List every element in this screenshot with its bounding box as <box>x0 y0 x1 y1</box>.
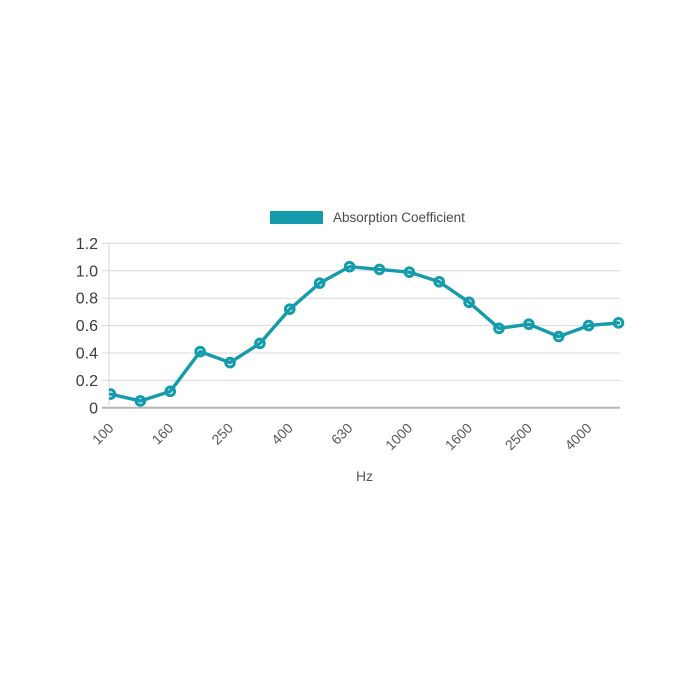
y-tick-label: 1.2 <box>76 236 98 253</box>
x-tick-label: 160 <box>149 420 177 448</box>
x-tick-label: 400 <box>268 420 296 448</box>
y-tick-label: 0.2 <box>76 373 98 390</box>
legend-item-absorption-coefficient[interactable]: Absorption Coefficient <box>270 210 465 225</box>
y-tick-label: 0.8 <box>76 291 98 308</box>
x-tick-label: 100 <box>89 420 117 448</box>
y-tick-label: 0.6 <box>76 318 98 335</box>
legend-swatch <box>270 211 323 224</box>
x-tick-label: 1000 <box>382 420 415 453</box>
x-tick-label: 1600 <box>442 420 475 453</box>
y-tick-label: 0 <box>89 400 98 417</box>
series-line <box>108 264 621 403</box>
x-tick-label: 4000 <box>561 420 594 453</box>
legend-label: Absorption Coefficient <box>333 210 465 225</box>
x-axis-title: Hz <box>355 468 374 484</box>
y-tick-label: 1.0 <box>76 263 98 280</box>
x-tick-label: 2500 <box>502 420 535 453</box>
x-tick-label: 250 <box>208 420 236 448</box>
series-absorption-coefficient <box>109 260 625 407</box>
y-tick-label: 0.4 <box>76 346 98 363</box>
x-tick-label: 630 <box>328 420 356 448</box>
